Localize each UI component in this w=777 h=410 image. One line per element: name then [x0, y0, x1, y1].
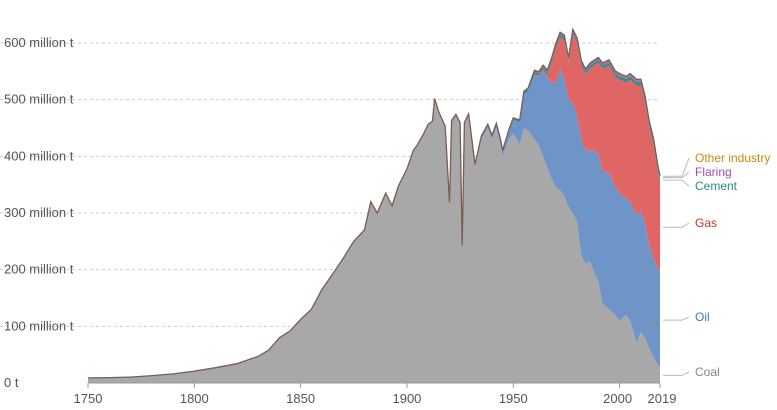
- label-connector: [663, 171, 690, 179]
- x-tick-label: 1950: [499, 391, 528, 406]
- area-series: [87, 27, 661, 383]
- x-tick-label: 1800: [180, 391, 209, 406]
- series-label-flaring: Flaring: [695, 165, 732, 179]
- series-label-cement: Cement: [695, 179, 738, 193]
- series-label-oil: Oil: [695, 310, 710, 324]
- y-tick-label: 400 million t: [4, 148, 74, 163]
- x-tick-label: 2000: [603, 391, 632, 406]
- y-tick-label: 300 million t: [4, 205, 74, 220]
- x-tick-label: 1850: [286, 391, 315, 406]
- y-axis-tick-labels: 0 t 100 million t 200 million t 300 million…: [4, 35, 74, 390]
- x-tick-label: 2019: [648, 391, 677, 406]
- x-tick-label: 1750: [74, 391, 103, 406]
- series-label-coal: Coal: [695, 365, 720, 379]
- label-connector: [663, 179, 690, 187]
- series-label-gas: Gas: [695, 216, 717, 230]
- y-tick-label: 100 million t: [4, 318, 74, 333]
- area-flaring: [88, 30, 660, 378]
- label-connector: [663, 222, 690, 228]
- y-tick-label: 200 million t: [4, 262, 74, 277]
- label-connector: [663, 371, 690, 376]
- label-connector: [663, 316, 690, 321]
- area-coal: [88, 99, 660, 383]
- x-axis: 1750 1800 1850 1900 1950 2000 2019: [74, 382, 677, 406]
- area-cement: [88, 31, 660, 378]
- label-connector: [663, 157, 690, 177]
- y-tick-label: 0 t: [4, 375, 19, 390]
- series-label-other-industry: Other industry: [695, 151, 770, 165]
- y-tick-label: 600 million t: [4, 35, 74, 50]
- x-tick-label: 1900: [392, 391, 421, 406]
- y-tick-label: 500 million t: [4, 92, 74, 107]
- area-gas: [88, 34, 660, 378]
- total-outline: [87, 27, 661, 379]
